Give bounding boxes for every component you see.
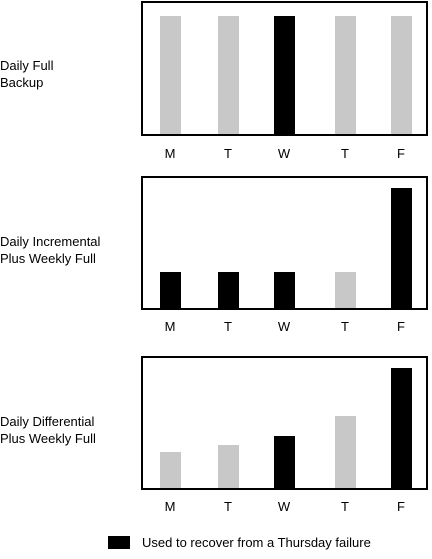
bar-2-4 — [390, 368, 412, 488]
day-label-0-0: M — [164, 146, 176, 161]
day-label-2-1: T — [224, 499, 232, 514]
day-label-1-2: W — [277, 319, 291, 334]
day-label-1-4: F — [397, 319, 405, 334]
bar-2-3 — [334, 416, 356, 488]
day-label-0-1: T — [224, 146, 232, 161]
bar-0-3 — [334, 16, 356, 134]
day-label-2-3: T — [341, 499, 349, 514]
bar-0-2 — [273, 16, 295, 134]
bar-0-4 — [390, 16, 412, 134]
bar-1-4 — [390, 188, 412, 308]
chart-panel-incremental — [141, 176, 428, 310]
chart-panel-full — [141, 1, 428, 136]
chart-panel-differential — [141, 356, 428, 490]
bar-1-1 — [217, 272, 239, 308]
row-label-differential: Daily Differential Plus Weekly Full — [0, 414, 96, 446]
day-label-2-0: M — [164, 499, 176, 514]
legend-label-used: Used to recover from a Thursday failure — [142, 535, 371, 550]
row-label-incremental: Daily Incremental Plus Weekly Full — [0, 234, 101, 266]
bar-1-0 — [159, 272, 181, 308]
row-label-full: Daily Full Backup — [0, 58, 54, 90]
day-label-2-4: F — [397, 499, 405, 514]
bar-0-1 — [217, 16, 239, 134]
day-label-0-4: F — [397, 146, 405, 161]
bar-1-2 — [273, 272, 295, 308]
day-label-0-3: T — [341, 146, 349, 161]
bar-2-2 — [273, 436, 295, 488]
bar-2-0 — [159, 452, 181, 488]
day-label-1-0: M — [164, 319, 176, 334]
day-label-2-2: W — [277, 499, 291, 514]
day-label-1-1: T — [224, 319, 232, 334]
bar-1-3 — [334, 272, 356, 308]
bar-0-0 — [159, 16, 181, 134]
legend-swatch-used — [108, 536, 130, 549]
day-label-0-2: W — [277, 146, 291, 161]
bar-2-1 — [217, 445, 239, 488]
day-label-1-3: T — [341, 319, 349, 334]
